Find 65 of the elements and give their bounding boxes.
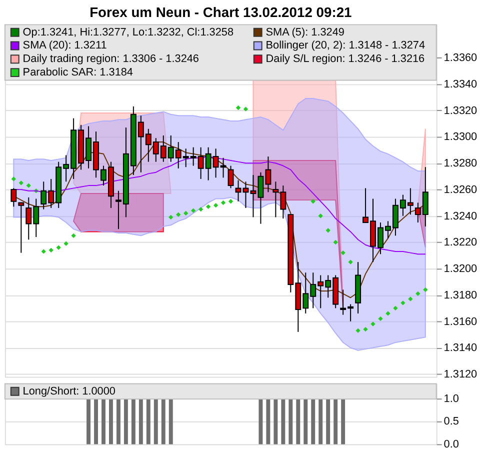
- point: [198, 206, 204, 212]
- point: [393, 306, 398, 311]
- y-tick-label: 1.3160: [444, 316, 478, 328]
- point: [41, 249, 46, 254]
- y-tick-label: 1.3120: [444, 368, 478, 381]
- y-tick-label: 1.3320: [444, 104, 478, 117]
- y-tick-label: 1.3300: [444, 131, 478, 144]
- legend-label: Bollinger (20, 2): 1.3148 - 1.3274: [266, 40, 426, 52]
- point: [11, 176, 16, 182]
- point: [408, 296, 413, 302]
- point: [26, 183, 31, 188]
- legend-label: Daily S/L region: 1.3246 - 1.3216: [266, 53, 425, 66]
- point: [356, 328, 360, 333]
- point: [176, 212, 181, 217]
- candlestick: [228, 165, 234, 189]
- y-tick-label: 0.5: [444, 416, 459, 428]
- point: [340, 250, 346, 256]
- y-tick-label: 1.3360: [444, 52, 478, 64]
- point: [386, 311, 390, 316]
- point: [168, 214, 174, 220]
- point: [363, 326, 368, 332]
- y-tick-label: 0.0: [444, 438, 459, 451]
- y-tick-label: 1.3180: [444, 289, 478, 302]
- y-tick-label: 1.0: [444, 392, 459, 405]
- point: [191, 208, 196, 213]
- point: [64, 241, 68, 246]
- point: [400, 300, 406, 306]
- point: [378, 316, 383, 322]
- legend-label: Daily trading region: 1.3306 - 1.3246: [22, 53, 199, 66]
- point: [18, 180, 24, 186]
- chart-title: Forex um Neun - Chart 13.02.2012 09:21: [90, 4, 352, 20]
- y-tick-label: 1.3260: [444, 184, 478, 196]
- point: [213, 203, 218, 208]
- legend-label: Long/Short: 1.0000: [22, 385, 116, 398]
- point: [416, 291, 420, 296]
- y-tick-label: 1.3200: [444, 263, 478, 276]
- point: [423, 287, 428, 292]
- point: [48, 248, 54, 252]
- point: [184, 210, 188, 216]
- point: [333, 240, 338, 245]
- candlestick: [235, 180, 242, 202]
- legend-label: SMA (5): 1.3249: [266, 26, 344, 38]
- point: [220, 200, 226, 206]
- y-tick-label: 1.3340: [444, 78, 478, 90]
- point: [318, 214, 323, 218]
- y-tick-label: 1.3280: [444, 158, 478, 170]
- legend-label: Parabolic SAR: 1.3184: [22, 66, 133, 79]
- candlestick: [242, 181, 249, 208]
- point: [228, 199, 234, 204]
- point: [71, 233, 76, 238]
- y-tick-label: 1.3240: [444, 210, 478, 222]
- point: [310, 199, 316, 204]
- y-tick-label: 1.3140: [444, 342, 478, 354]
- point: [206, 204, 211, 209]
- point: [370, 322, 376, 326]
- candlestick: [18, 202, 24, 254]
- legend-label: Op:1.3241, Hi:1.3277, Lo:1.3232, Cl:1.3258: [22, 26, 234, 38]
- point: [236, 105, 241, 110]
- point: [348, 260, 353, 264]
- y-tick-label: 1.3220: [444, 236, 478, 249]
- point: [243, 106, 248, 112]
- legend-label: SMA (20): 1.3211: [22, 40, 107, 52]
- point: [326, 228, 330, 233]
- point: [56, 245, 61, 250]
- candlestick: [10, 188, 17, 208]
